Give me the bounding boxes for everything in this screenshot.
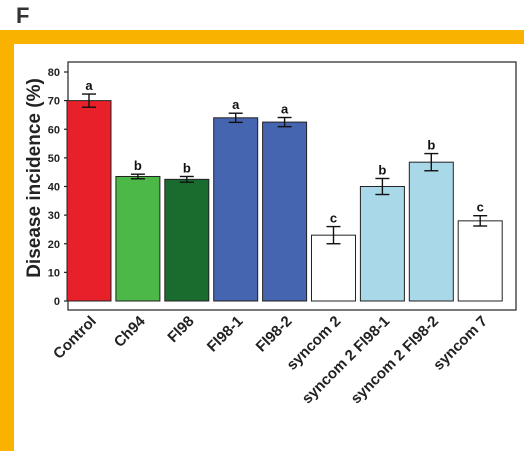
panel-letter: F — [16, 3, 30, 28]
y-tick-label: 80 — [48, 67, 60, 79]
y-tick-label: 10 — [48, 267, 60, 279]
frame-left-bar — [0, 30, 14, 451]
bar-syncom-2 — [311, 234, 356, 302]
significance-letter: a — [85, 78, 93, 93]
y-tick-label: 20 — [48, 239, 60, 251]
significance-letter: a — [232, 97, 240, 112]
bar-syncom-2-fl98-1 — [359, 186, 405, 302]
significance-letter: b — [427, 138, 435, 153]
significance-letters: a b b a a c b b c — [85, 78, 483, 226]
significance-letter: c — [477, 200, 484, 215]
bar-fl98-1 — [213, 117, 259, 302]
bar-control — [66, 100, 112, 302]
bar-syncom-2-fl98-2 — [408, 161, 454, 302]
y-axis: 0 10 20 30 40 50 60 70 80 — [48, 67, 68, 308]
significance-letter: b — [378, 162, 386, 177]
bars — [66, 100, 503, 302]
significance-letter: b — [134, 158, 142, 173]
x-tick-label: Control — [50, 313, 100, 363]
x-tick-label: Fl98-1 — [204, 313, 247, 356]
bar-fl98-2 — [262, 121, 308, 302]
significance-letter: a — [281, 102, 289, 117]
y-axis-title: Disease incidence (%) — [24, 78, 45, 278]
x-tick-label: syncom 2 Fl98-2 — [348, 313, 443, 408]
y-tick-label: 50 — [48, 153, 60, 165]
y-tick-label: 70 — [48, 96, 60, 108]
x-tick-label: Fl98-2 — [253, 313, 296, 356]
significance-letter: c — [330, 211, 337, 226]
x-tick-label: Ch94 — [111, 312, 149, 350]
y-tick-label: 40 — [48, 182, 60, 194]
bar-syncom-7 — [457, 220, 503, 302]
y-tick-label: 0 — [54, 296, 60, 308]
frame-top-bar — [0, 30, 524, 44]
error-bars — [82, 93, 488, 245]
y-tick-label: 30 — [48, 210, 60, 222]
bar-fl98 — [164, 178, 210, 302]
bar-ch94 — [115, 175, 161, 302]
significance-letter: b — [183, 160, 191, 175]
x-tick-label: syncom 2 Fl98-1 — [299, 313, 394, 408]
y-tick-label: 60 — [48, 124, 60, 136]
x-tick-label: Fl98 — [164, 313, 197, 346]
